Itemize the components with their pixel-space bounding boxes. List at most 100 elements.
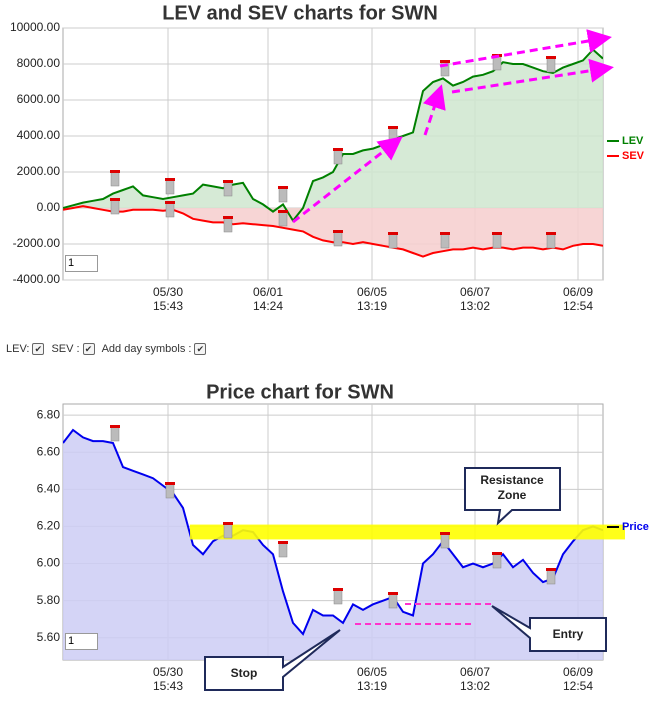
- area-fill: [63, 49, 603, 221]
- checkbox[interactable]: ✔: [82, 343, 95, 355]
- day-symbol-cap: [492, 232, 502, 235]
- callouts: [204, 467, 607, 691]
- day-symbol-cap: [278, 541, 288, 544]
- y-tick-label: 6.80: [37, 407, 61, 421]
- control-label: LEV:: [6, 343, 30, 355]
- series-line: [63, 428, 603, 636]
- control-label: SEV :: [51, 343, 80, 355]
- y-tick-label: 6.40: [37, 482, 61, 496]
- arrow: [422, 84, 446, 136]
- levels: [355, 603, 495, 625]
- legend-label: Price: [622, 521, 649, 533]
- day-symbol-cap: [223, 522, 233, 525]
- x-tick-label: 14:24: [253, 299, 283, 313]
- day-symbol: [333, 149, 343, 165]
- checkbox[interactable]: ✔: [194, 343, 207, 355]
- day-symbol: [278, 187, 288, 203]
- checkbox[interactable]: ✔: [32, 343, 45, 355]
- x-tick-label: 06/07: [460, 285, 490, 299]
- x-tick-label: 13:19: [357, 299, 387, 313]
- day-symbol-cap: [388, 592, 398, 595]
- callout-text: Resistance: [480, 473, 544, 487]
- area-fill: [63, 429, 603, 660]
- x-tick-label: 13:19: [357, 679, 387, 693]
- callout-text: Entry: [553, 627, 584, 641]
- day-symbol-cap: [110, 170, 120, 173]
- arrow: [439, 29, 612, 68]
- x-tick-label: 06/05: [357, 285, 387, 299]
- series-line: [63, 205, 603, 258]
- day-symbol: [333, 231, 343, 247]
- day-symbol: [388, 593, 398, 609]
- x-tick-label: 06/09: [563, 665, 593, 679]
- y-tick-label: 8000.00: [17, 56, 61, 70]
- day-symbol: [546, 569, 556, 585]
- day-symbol-cap: [546, 56, 556, 59]
- day-symbol: [278, 542, 288, 558]
- day-symbol: [333, 589, 343, 605]
- day-symbol-cap: [546, 568, 556, 571]
- callout-text: Stop: [231, 666, 258, 680]
- day-symbol-cap: [223, 216, 233, 219]
- x-tick-label: 06/05: [357, 665, 387, 679]
- day-symbol-cap: [165, 201, 175, 204]
- day-symbol: [492, 233, 502, 249]
- range-input[interactable]: 1: [65, 633, 98, 650]
- arrow: [292, 136, 403, 224]
- x-tick-label: 05/30: [153, 665, 183, 679]
- day-symbol: [546, 233, 556, 249]
- day-symbol: [165, 483, 175, 499]
- day-symbol-cap: [333, 230, 343, 233]
- chart-title: LEV and SEV charts for SWN: [162, 2, 438, 24]
- y-tick-label: 6.00: [37, 556, 61, 570]
- series-line: [63, 48, 603, 223]
- x-tick-label: 12:54: [563, 679, 593, 693]
- x-tick-label: 13:02: [460, 679, 490, 693]
- controls: LEV: ✔ SEV : ✔ Add day symbols : ✔: [6, 343, 210, 355]
- resistance-callout: [464, 467, 561, 526]
- day-symbol-cap: [278, 186, 288, 189]
- day-symbol-cap: [278, 210, 288, 213]
- y-tick-label: 5.80: [37, 593, 61, 607]
- y-tick-label: 10000.00: [10, 20, 60, 34]
- arrow: [451, 58, 614, 94]
- y-tick-label: 6.60: [37, 444, 61, 458]
- y-tick-label: 5.60: [37, 630, 61, 644]
- day-symbol: [223, 217, 233, 233]
- y-tick-label: 2000.00: [17, 164, 61, 178]
- resistance-zone: [190, 524, 625, 540]
- day-symbol: [110, 171, 120, 187]
- day-symbol: [440, 233, 450, 249]
- series-layer: [63, 428, 603, 660]
- legend-label: LEV: [622, 135, 644, 147]
- day-symbol: [492, 553, 502, 569]
- y-tick-label: -4000.00: [13, 272, 61, 286]
- day-symbol: [546, 57, 556, 73]
- day-symbol-cap: [440, 532, 450, 535]
- range-input[interactable]: 1: [65, 255, 98, 272]
- x-tick-label: 06/01: [253, 285, 283, 299]
- day-symbol: [165, 202, 175, 218]
- y-tick-label: 0.00: [37, 200, 61, 214]
- day-symbol-cap: [440, 232, 450, 235]
- day-symbol: [278, 211, 288, 227]
- day-symbol: [110, 426, 120, 442]
- day-symbol-cap: [165, 178, 175, 181]
- legend-label: SEV: [622, 150, 645, 162]
- x-tick-label: 13:02: [460, 299, 490, 313]
- day-symbol-cap: [110, 425, 120, 428]
- trend-arrows: [292, 29, 614, 224]
- day-symbol-cap: [165, 482, 175, 485]
- y-tick-label: 4000.00: [17, 128, 61, 142]
- day-symbol-cap: [110, 198, 120, 201]
- x-tick-label: 12:54: [563, 299, 593, 313]
- control-label: Add day symbols :: [101, 343, 192, 355]
- x-tick-label: 06/07: [460, 665, 490, 679]
- y-tick-label: 6.20: [37, 519, 61, 533]
- x-tick-label: 06/09: [563, 285, 593, 299]
- day-symbol: [388, 233, 398, 249]
- day-symbol: [110, 199, 120, 215]
- x-tick-label: 05/30: [153, 285, 183, 299]
